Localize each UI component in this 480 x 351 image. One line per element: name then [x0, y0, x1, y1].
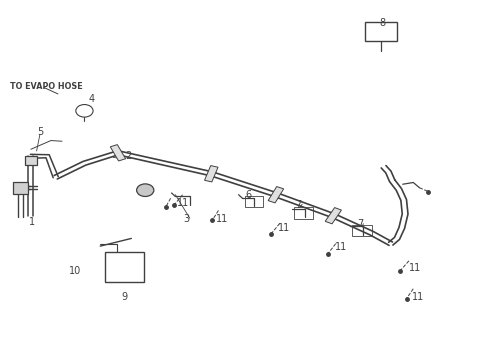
Polygon shape	[204, 166, 218, 182]
Text: 3: 3	[184, 214, 190, 224]
Text: 10: 10	[69, 266, 81, 276]
Text: 11: 11	[178, 198, 190, 208]
Bar	[352, 225, 372, 236]
Circle shape	[137, 184, 154, 197]
Bar	[365, 22, 396, 41]
Polygon shape	[268, 187, 284, 203]
Text: TO EVAPO HOSE: TO EVAPO HOSE	[10, 82, 83, 91]
Text: 5: 5	[37, 127, 43, 137]
Bar	[294, 207, 313, 219]
Text: 4: 4	[89, 94, 95, 104]
Polygon shape	[325, 207, 341, 224]
Text: 11: 11	[408, 263, 421, 273]
Text: 11: 11	[278, 223, 290, 233]
Bar	[245, 197, 263, 207]
Text: 11: 11	[336, 242, 348, 252]
Bar	[24, 156, 37, 165]
Polygon shape	[110, 145, 126, 161]
Text: 7: 7	[295, 200, 301, 210]
Text: 6: 6	[245, 190, 252, 200]
Text: 11: 11	[412, 292, 424, 302]
Text: 9: 9	[121, 292, 127, 302]
Text: 2: 2	[125, 151, 132, 161]
Bar	[12, 182, 28, 194]
Text: 7: 7	[357, 219, 363, 230]
Text: 1: 1	[29, 217, 35, 227]
Bar	[105, 252, 144, 282]
Text: 8: 8	[380, 18, 386, 28]
Text: 11: 11	[216, 214, 228, 224]
